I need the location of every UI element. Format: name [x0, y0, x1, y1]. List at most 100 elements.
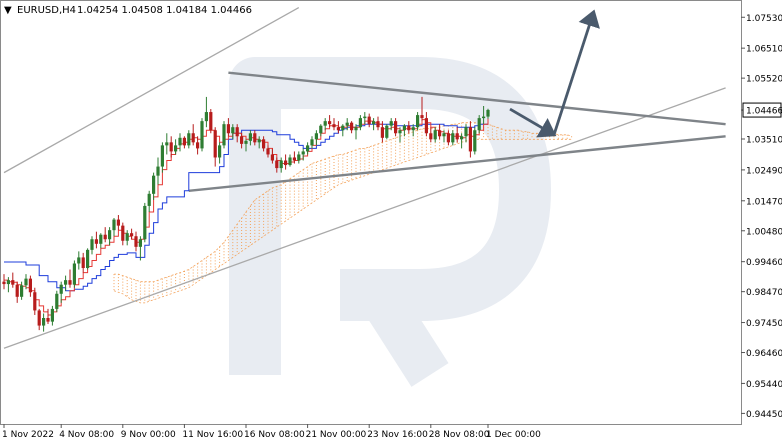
- candle-bull: [42, 318, 46, 326]
- candle-bear: [284, 160, 288, 166]
- x-tick-label: 9 Nov 00:00: [121, 430, 176, 440]
- candle-bull: [200, 121, 204, 149]
- candle-bull: [244, 140, 248, 144]
- candle-bull: [143, 205, 147, 240]
- candle-bear: [235, 127, 239, 137]
- candle-bull: [86, 249, 90, 269]
- candle-bear: [94, 239, 98, 244]
- candle-bull: [354, 127, 358, 131]
- candle-bear: [81, 257, 85, 269]
- candle-bull: [20, 285, 24, 297]
- header-arrow[interactable]: ▼: [4, 5, 12, 16]
- candle-bear: [367, 116, 371, 125]
- y-tick-label: 1.06510: [746, 45, 782, 55]
- candle-bull: [160, 145, 164, 167]
- candle-bull: [402, 125, 406, 131]
- watermark-logo-leg: [363, 288, 449, 387]
- y-tick-label: 0.95440: [746, 380, 782, 390]
- y-tick-label: 0.97450: [746, 319, 782, 329]
- candle-bear: [275, 160, 279, 169]
- candle-bull: [314, 133, 318, 140]
- candle-bull: [147, 193, 151, 206]
- candle-bear: [429, 133, 433, 140]
- candle-bear: [328, 121, 332, 125]
- candle-bear: [332, 124, 336, 128]
- candle-bear: [468, 127, 472, 152]
- current-price-box: [742, 102, 782, 118]
- candle-bear: [262, 139, 266, 149]
- candle-bull: [398, 130, 402, 134]
- candle-bear: [266, 148, 270, 155]
- candle-bull: [248, 133, 252, 141]
- candle-bear: [130, 233, 134, 237]
- candle-bear: [292, 157, 296, 161]
- candle-bull: [411, 127, 415, 131]
- y-tick-label: 1.00480: [746, 227, 782, 237]
- x-tick-label: 28 Nov 08:00: [429, 430, 490, 440]
- candle-bull: [231, 127, 235, 134]
- candle-bull: [6, 280, 10, 285]
- candle-bear: [116, 219, 120, 226]
- candle-bull: [385, 125, 389, 138]
- forecast-arrows: [509, 9, 600, 138]
- candle-bull: [55, 293, 59, 309]
- candle-bull: [99, 234, 103, 244]
- candle-bull: [138, 239, 142, 247]
- candle-bull: [341, 125, 345, 131]
- candle-bull: [288, 157, 292, 166]
- candle-bear: [28, 278, 32, 293]
- candle-bull: [257, 139, 261, 143]
- candle-bear: [37, 310, 41, 326]
- candle-bear: [103, 234, 107, 240]
- candle-bear: [424, 118, 428, 134]
- candle-bull: [451, 133, 455, 143]
- candle-bear: [134, 236, 138, 247]
- x-axis: 1 Nov 2022 4 Nov 08:00 9 Nov 00:00 11 Nov 1…: [2, 424, 541, 440]
- y-tick-label: 1.07530: [746, 14, 782, 24]
- candle-bear: [240, 136, 244, 144]
- x-tick-label: 1 Nov 2022: [2, 430, 54, 440]
- candle-bear: [336, 127, 340, 131]
- candle-bull: [389, 121, 393, 126]
- forecast-arrow-down: [509, 107, 557, 138]
- candle-bull: [152, 175, 156, 194]
- candle-bull: [204, 112, 208, 122]
- x-tick-label: 1 Dec 00:00: [486, 430, 541, 440]
- candle-bear: [380, 127, 384, 138]
- forecast-arrow-up: [552, 9, 600, 136]
- candle-bull: [222, 124, 226, 146]
- candle-bear: [226, 124, 230, 134]
- candle-bear: [407, 125, 411, 131]
- candle-bull: [297, 154, 301, 161]
- candle-bull: [486, 109, 490, 117]
- candle-bear: [191, 133, 195, 143]
- candle-bear: [420, 115, 424, 119]
- candle-bull: [442, 133, 446, 137]
- channel-upper-line: [3, 7, 300, 174]
- y-tick-label: 1.03510: [746, 136, 782, 146]
- candle-bull: [108, 230, 112, 240]
- candle-bull: [50, 308, 54, 322]
- x-tick-label: 4 Nov 08:00: [59, 430, 114, 440]
- channel-lower-line: [3, 87, 726, 349]
- candle-bull: [279, 160, 283, 169]
- candle-bull: [77, 257, 81, 264]
- candles-layer: [2, 96, 490, 332]
- y-tick-label: 0.99460: [746, 258, 782, 268]
- candle-bull: [165, 142, 169, 146]
- candle-bull: [345, 122, 349, 126]
- y-tick-label: 0.98470: [746, 288, 782, 298]
- candle-bull: [416, 115, 420, 128]
- candle-bull: [323, 121, 327, 126]
- candle-bull: [64, 280, 68, 285]
- candle-bull: [72, 263, 76, 285]
- y-tick-label: 0.94450: [746, 410, 782, 420]
- candle-bear: [438, 130, 442, 137]
- candle-bull: [178, 137, 182, 146]
- y-tick-label: 1.01470: [746, 197, 782, 207]
- x-tick-label: 21 Nov 00:00: [306, 430, 367, 440]
- candle-bull: [218, 145, 222, 158]
- candle-bull: [319, 125, 323, 134]
